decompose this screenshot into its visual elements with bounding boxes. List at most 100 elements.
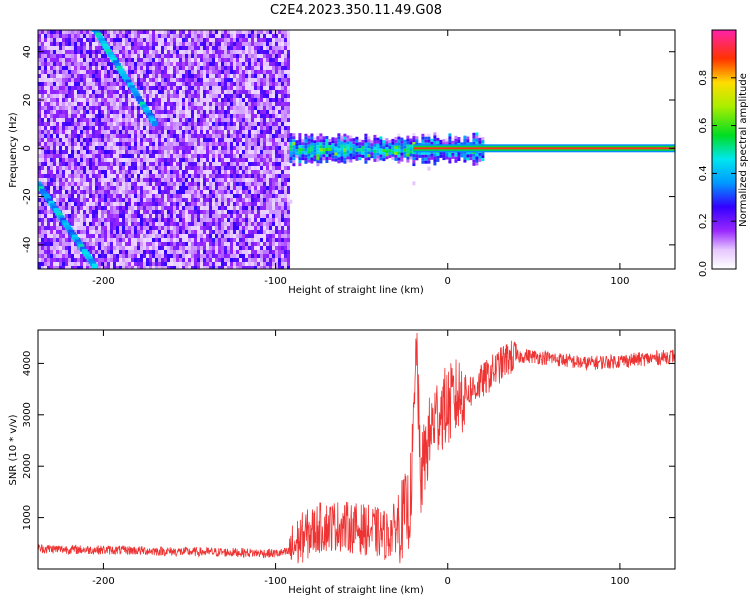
heatmap-cell [254,198,257,203]
heatmap-cell [107,254,110,259]
heatmap-cell [197,166,200,171]
heatmap-cell [248,190,251,195]
heatmap-cell [212,238,215,243]
heatmap-cell [260,230,263,235]
heatmap-cell [119,90,122,95]
heatmap-cell [146,122,149,127]
heatmap-cell [203,42,206,47]
heatmap-cell [92,182,95,187]
heatmap-cell [272,234,275,239]
heatmap-cell [269,58,272,63]
heatmap-cell [113,30,116,35]
heatmap-cell [215,190,218,195]
heatmap-cell [254,42,257,47]
heatmap-cell [44,150,47,155]
heatmap-cell [65,178,68,183]
heatmap-cell [272,242,275,247]
heatmap-cell [134,78,137,83]
heatmap-cell [41,262,44,267]
heatmap-cell [161,210,164,215]
heatmap-cell [137,262,140,267]
heatmap-cell [101,162,104,167]
heatmap-cell [92,218,95,223]
heatmap-cell [275,242,278,247]
heatmap-cell [104,142,107,147]
heatmap-cell [278,94,281,99]
heatmap-cell [239,246,242,251]
heatmap-cell [245,266,248,269]
heatmap-cell [134,82,137,87]
heatmap-cell [269,82,272,87]
heatmap-cell [65,66,68,71]
heatmap-cell [89,190,92,195]
heatmap-cell [236,54,239,59]
heatmap-cell [254,146,257,151]
heatmap-cell [77,30,80,35]
heatmap-cell [77,66,80,71]
heatmap-cell [284,202,287,207]
heatmap-cell [116,158,119,163]
heatmap-cell [125,234,128,239]
heatmap-cell [287,30,290,35]
heatmap-cell [161,150,164,155]
heatmap-cell [56,230,59,235]
heatmap-cell [74,138,77,143]
heatmap-cell [149,154,152,159]
heatmap-cell [104,118,107,123]
heatmap-cell [233,230,236,235]
heatmap-cell [122,78,125,83]
heatmap-cell [158,266,161,269]
heatmap-cell [185,86,188,91]
heatmap-cell [161,34,164,39]
heatmap-cell [266,230,269,235]
heatmap-cell [215,198,218,203]
heatmap-cell [41,250,44,255]
heatmap-cell [245,250,248,255]
heatmap-cell [194,50,197,55]
heatmap-cell [71,170,74,175]
heatmap-cell [167,74,170,79]
heatmap-cell [272,122,275,127]
heatmap-cell [107,114,110,119]
heatmap-cell [41,246,44,251]
heatmap-cell [65,126,68,131]
heatmap-cell [275,210,278,215]
heatmap-cell [92,226,95,231]
heatmap-cell [197,230,200,235]
heatmap-cell [47,102,50,107]
heatmap-cell [233,146,236,151]
heatmap-cell [41,78,44,83]
heatmap-cell [182,194,185,199]
heatmap-cell [80,258,83,263]
heatmap-cell [155,258,158,263]
heatmap-cell [116,114,119,119]
heatmap-cell [239,250,242,255]
heatmap-cell [281,118,284,123]
heatmap-cell [260,166,263,171]
heatmap-cell [266,122,269,127]
heatmap-cell [206,150,209,155]
heatmap-cell [92,134,95,139]
heatmap-cell [146,138,149,143]
heatmap-cell [65,130,68,135]
heatmap-cell [149,66,152,71]
heatmap-cell [200,130,203,135]
heatmap-cell [74,114,77,119]
heatmap-cell [272,174,275,179]
heatmap-cell [149,126,152,131]
heatmap-cell [47,138,50,143]
heatmap-cell [143,134,146,139]
heatmap-cell [266,190,269,195]
heatmap-cell [209,170,212,175]
heatmap-cell [113,74,116,79]
heatmap-cell [209,114,212,119]
heatmap-cell [257,258,260,263]
heatmap-cell [134,242,137,247]
heatmap-cell [188,166,191,171]
heatmap-cell [179,142,182,147]
heatmap-cell [80,46,83,51]
heatmap-cell [197,154,200,159]
heatmap-cell [98,198,101,203]
heatmap-cell [128,34,131,39]
heatmap-cell [41,86,44,91]
